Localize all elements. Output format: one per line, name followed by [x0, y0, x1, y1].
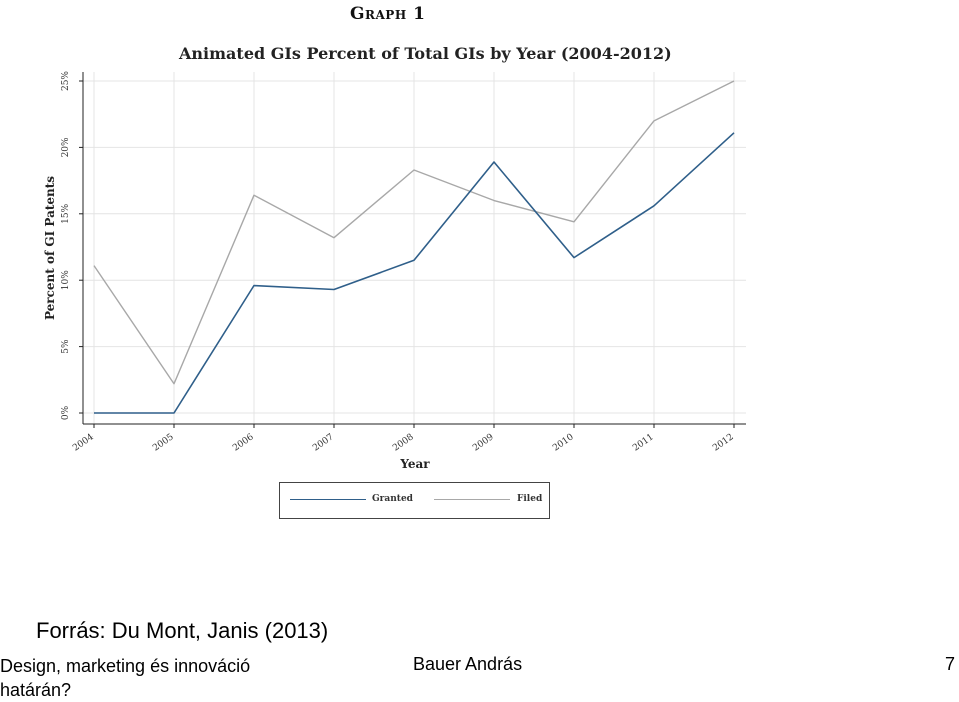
y-tick-label: 5%: [61, 339, 71, 354]
x-tick-label: 2008: [391, 432, 416, 453]
page-number: 7: [944, 654, 955, 674]
legend-filed-label: Filed: [517, 494, 543, 504]
y-tick-label: 20%: [61, 137, 71, 157]
x-tick-label: 2010: [551, 432, 576, 453]
y-tick-label: 10%: [61, 270, 71, 290]
legend-granted-label: Granted: [372, 494, 413, 504]
y-tick-label: 0%: [61, 405, 71, 420]
x-tick-label: 2005: [151, 432, 176, 453]
x-tick-label: 2012: [711, 432, 735, 453]
author-name: Bauer András: [413, 654, 523, 674]
x-tick-label: 2011: [631, 432, 655, 453]
legend-granted-line: [290, 499, 366, 500]
series-line-granted: [94, 132, 735, 414]
chart-legend: Granted Filed: [279, 482, 550, 519]
x-tick-label: 2009: [471, 432, 496, 453]
chart-title: Animated GIs Percent of Total GIs by Yea…: [179, 44, 672, 63]
x-tick-label: 2007: [311, 432, 336, 453]
y-tick-label: 25%: [61, 71, 71, 91]
x-tick-label: 2004: [71, 432, 96, 453]
graph-heading: Graph 1: [350, 4, 426, 24]
source-citation: Forrás: Du Mont, Janis (2013): [36, 618, 329, 643]
legend-filed-line: [434, 499, 510, 500]
x-axis-label: Year: [400, 457, 430, 471]
y-tick-label: 15%: [61, 203, 71, 223]
series-line-filed: [93, 80, 735, 385]
x-tick-label: 2006: [231, 432, 256, 453]
course-title: Design, marketing és innováció határán?: [0, 656, 251, 700]
